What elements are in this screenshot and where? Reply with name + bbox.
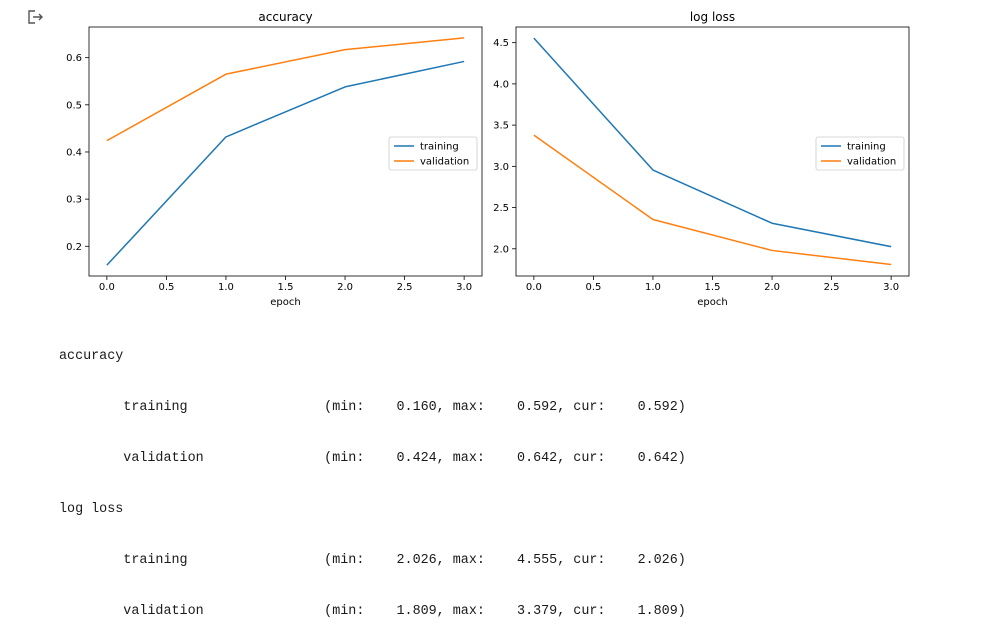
accuracy-series-training: [106, 60, 465, 266]
log-loss-ytick-label: 4.5: [493, 38, 509, 49]
accuracy-xtick-label: 2.5: [397, 282, 413, 293]
accuracy-ytick-label: 0.6: [66, 53, 82, 64]
accuracy-legend-label-validation: validation: [420, 157, 469, 168]
stats-row-log-loss-training: training (min: 2.026, max: 4.555, cur: 2…: [59, 553, 686, 568]
stats-heading-accuracy: accuracy: [59, 349, 124, 364]
log-loss-xtick-label: 1.5: [705, 282, 721, 293]
log-loss-xtick-label: 2.5: [824, 282, 840, 293]
log-loss-ytick-label: 2.0: [493, 244, 509, 255]
accuracy-ytick-label: 0.3: [66, 195, 82, 206]
log-loss-xtick-label: 3.0: [883, 282, 899, 293]
log-loss-ytick-label: 3.0: [493, 162, 509, 173]
accuracy-xtick-label: 1.0: [218, 282, 234, 293]
metrics-summary: accuracy training (min: 0.160, max: 0.59…: [59, 314, 686, 637]
log-loss-xtick-label: 0.0: [526, 282, 542, 293]
accuracy-series-validation: [106, 37, 465, 142]
accuracy-ytick-label: 0.4: [66, 147, 82, 158]
stats-row-accuracy-training: training (min: 0.160, max: 0.592, cur: 0…: [59, 400, 686, 415]
accuracy-xlabel: epoch: [270, 297, 300, 308]
log-loss-legend-label-validation: validation: [847, 157, 896, 168]
log-loss-title: log loss: [690, 10, 735, 24]
accuracy-legend-label-training: training: [420, 142, 459, 153]
log-loss-ytick-label: 4.0: [493, 79, 509, 90]
log-loss-ytick-label: 2.5: [493, 203, 509, 214]
log-loss-xlabel: epoch: [697, 297, 727, 308]
stats-heading-log-loss: log loss: [59, 502, 124, 517]
accuracy-ytick-label: 0.5: [66, 100, 82, 111]
accuracy-xtick-label: 2.0: [337, 282, 353, 293]
log-loss-series-validation: [533, 134, 892, 266]
accuracy-xtick-label: 1.5: [278, 282, 294, 293]
accuracy-plot-frame: [88, 26, 483, 277]
accuracy-xtick-label: 3.0: [456, 282, 472, 293]
charts-figure: accuracy 0.0 0.5 1.0 1.5 2.0 2.5 3.0 0.2 0.3 0.4 0.…: [66, 10, 910, 308]
accuracy-xtick-label: 0.5: [158, 282, 174, 293]
log-loss-series-training: [533, 37, 892, 248]
output-redirect-icon[interactable]: [27, 9, 45, 25]
log-loss-plot-frame: [515, 26, 910, 277]
log-loss-xtick-label: 1.0: [645, 282, 661, 293]
accuracy-title: accuracy: [258, 10, 312, 24]
log-loss-ytick-label: 3.5: [493, 121, 509, 132]
log-loss-xtick-label: 0.5: [585, 282, 601, 293]
stats-row-accuracy-validation: validation (min: 0.424, max: 0.642, cur:…: [59, 451, 686, 466]
log-loss-legend-label-training: training: [847, 142, 886, 153]
stats-row-log-loss-validation: validation (min: 1.809, max: 3.379, cur:…: [59, 604, 686, 619]
log-loss-xtick-label: 2.0: [764, 282, 780, 293]
accuracy-ytick-label: 0.2: [66, 242, 82, 253]
accuracy-xtick-label: 0.0: [99, 282, 115, 293]
